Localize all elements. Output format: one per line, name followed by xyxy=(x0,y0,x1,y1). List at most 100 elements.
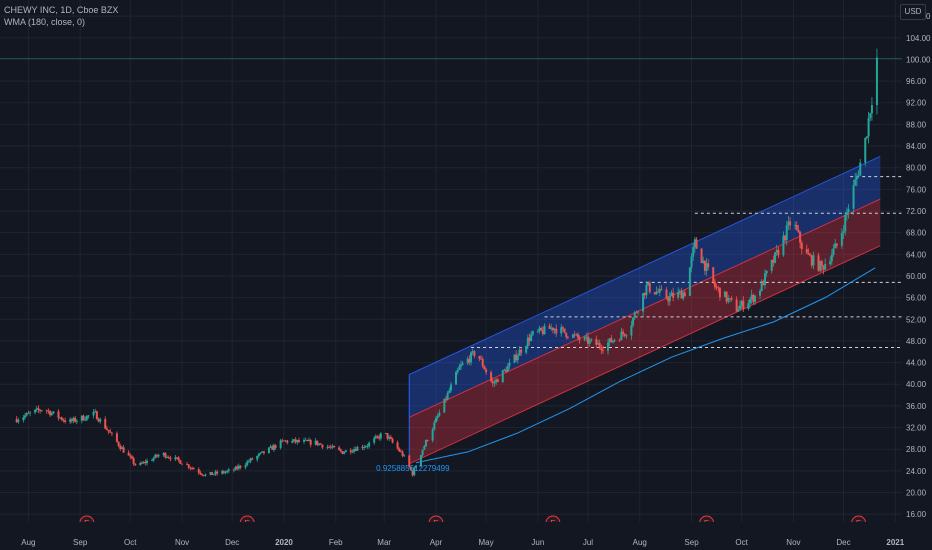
candle-body xyxy=(715,287,718,288)
candle-body xyxy=(571,334,574,338)
candle-body xyxy=(612,340,615,343)
candle-body xyxy=(145,460,148,464)
candle-body xyxy=(496,379,499,383)
candle-body xyxy=(506,366,509,373)
candle-body xyxy=(560,327,563,334)
candle-body xyxy=(648,282,651,293)
time-axis-background xyxy=(0,522,932,550)
candle-body xyxy=(47,410,50,412)
candle-body xyxy=(590,338,593,341)
candle-body xyxy=(296,440,299,443)
candle-body xyxy=(809,254,812,256)
candle-body xyxy=(22,417,25,421)
fib-label-group: 0.925885612279499 xyxy=(376,464,450,473)
candle-body xyxy=(197,469,200,473)
candle-body xyxy=(94,411,97,413)
candle-body xyxy=(356,446,359,451)
candle-body xyxy=(495,379,498,383)
candle-body xyxy=(867,117,870,137)
candle-body xyxy=(528,337,531,341)
candle-body xyxy=(538,327,541,332)
candle-body xyxy=(540,327,543,331)
price-tick-label: 88.00 xyxy=(906,120,927,129)
candle-body xyxy=(588,340,591,344)
candle-body xyxy=(321,444,324,448)
candle-body xyxy=(516,355,519,361)
candle-body xyxy=(232,469,235,471)
price-tick-label: 80.00 xyxy=(906,164,927,173)
candle-body xyxy=(543,325,546,335)
candle-body xyxy=(333,445,336,448)
candle-body xyxy=(670,292,673,296)
candle-body xyxy=(752,294,755,302)
time-tick-label: Aug xyxy=(21,538,35,547)
candle-body xyxy=(820,261,823,267)
candle-body xyxy=(431,429,434,441)
currency-badge[interactable]: USD xyxy=(900,4,926,20)
candle-body xyxy=(401,451,404,456)
candle-body xyxy=(247,461,250,463)
candle-body xyxy=(490,372,493,381)
candle-body xyxy=(249,458,252,462)
candle-body xyxy=(319,443,322,445)
candle-body xyxy=(700,248,703,263)
candle-body xyxy=(368,442,371,447)
candle-body xyxy=(69,419,72,423)
candle-body xyxy=(807,253,810,255)
candle-body xyxy=(643,292,646,296)
time-tick-label: Sep xyxy=(73,538,88,547)
candle-body xyxy=(234,466,237,471)
candle-body xyxy=(870,105,873,114)
candle-body xyxy=(455,372,458,385)
candle-body xyxy=(660,288,663,290)
candle-body xyxy=(450,384,452,391)
time-tick-label: Feb xyxy=(329,538,343,547)
candle-body xyxy=(297,440,300,442)
time-tick-label: Jun xyxy=(531,538,544,547)
candle-body xyxy=(279,440,282,448)
price-tick-label: 100.00 xyxy=(906,55,931,64)
candle-body xyxy=(630,325,633,336)
time-axis[interactable]: Aug Sep Oct Nov Dec 2020 Feb Mar Apr May Jun Jul Aug… xyxy=(0,522,932,550)
channel-upper-line xyxy=(409,155,881,375)
candle-body xyxy=(795,224,798,230)
candle-body xyxy=(762,280,765,286)
candle-body xyxy=(15,418,18,423)
candle-body xyxy=(748,299,751,304)
candle-body xyxy=(167,457,170,459)
candle-body xyxy=(222,471,225,473)
candle-body xyxy=(515,354,518,361)
candle-body xyxy=(57,411,60,418)
candle-body xyxy=(152,457,155,461)
price-tick-label: 68.00 xyxy=(906,229,927,238)
candle-body xyxy=(503,369,506,371)
candle-body xyxy=(817,255,820,271)
candle-body xyxy=(844,215,847,232)
candle-body xyxy=(331,445,334,448)
candle-body xyxy=(169,457,172,460)
candle-body xyxy=(526,337,529,347)
candle-body xyxy=(680,290,683,299)
candle-body xyxy=(789,221,792,226)
price-tick-label: 72.00 xyxy=(906,207,927,216)
price-axis[interactable]: 108.00104.00100.0096.0092.0088.0084.0080… xyxy=(902,0,932,550)
fib-label: 0.925885612279499 xyxy=(376,464,450,473)
candle-body xyxy=(747,303,750,309)
candle-body xyxy=(865,136,868,138)
candle-body xyxy=(550,327,553,329)
candle-body xyxy=(847,208,850,213)
candle-body xyxy=(658,288,661,293)
candle-body xyxy=(271,446,274,450)
candle-body xyxy=(144,461,147,464)
candle-body xyxy=(561,327,564,329)
candle-body xyxy=(754,295,757,302)
time-tick-label: Sep xyxy=(684,538,699,547)
candle-body xyxy=(595,338,598,345)
candle-body xyxy=(683,292,686,296)
candle-body xyxy=(536,331,539,332)
candle-body xyxy=(216,471,219,474)
candle-body xyxy=(750,294,753,300)
candle-body xyxy=(787,221,790,226)
candle-body xyxy=(760,280,763,292)
